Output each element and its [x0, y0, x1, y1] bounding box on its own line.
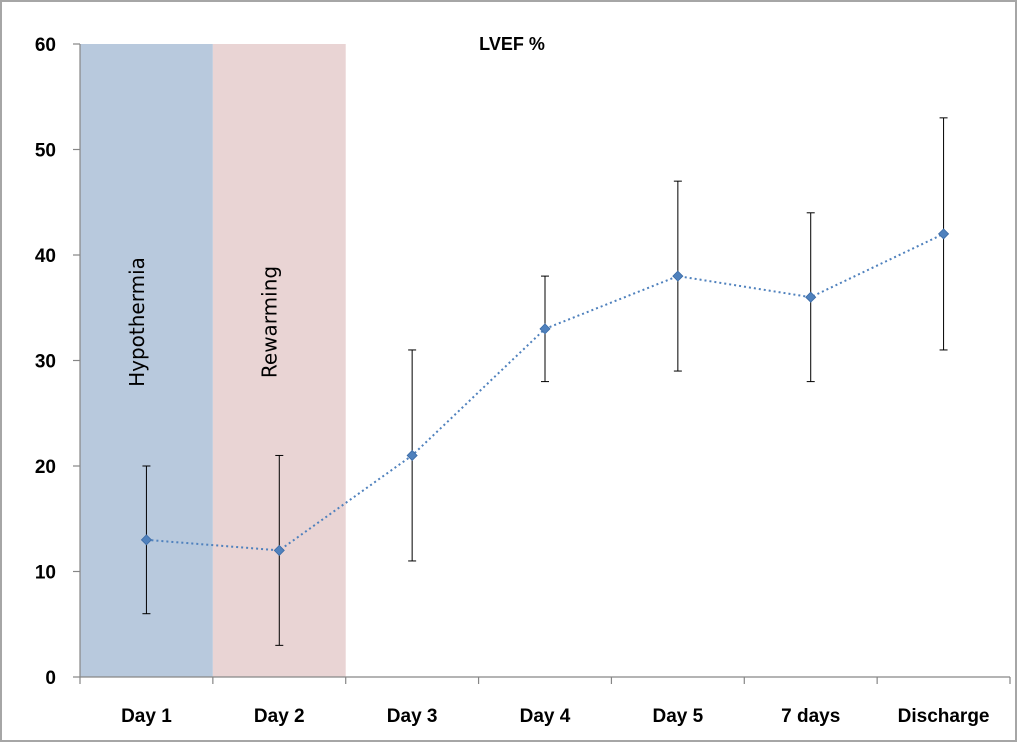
- axes: 0 10 20 30 40 50 60 Day 1 Day 2 Day 3 Day 4 Day 5 7 …: [35, 35, 1011, 727]
- y-tick-label: 10: [35, 563, 56, 584]
- data-point: [406, 449, 418, 462]
- y-tick-label: 20: [35, 457, 56, 478]
- x-tick-label: 7 days: [781, 706, 840, 727]
- x-tick-label: Day 4: [520, 706, 571, 727]
- data-point: [805, 291, 817, 303]
- x-tick-label: Day 2: [254, 706, 305, 727]
- data-point: [273, 544, 285, 556]
- series-lvef: [140, 117, 950, 646]
- x-tick-label: Discharge: [898, 706, 990, 727]
- y-tick-label: 30: [35, 352, 56, 373]
- chart-title: LVEF %: [479, 34, 545, 54]
- band-label-hypothermia: Hypothermia: [125, 257, 149, 387]
- data-point: [672, 270, 684, 282]
- x-tick-label: Day 3: [387, 706, 438, 727]
- data-point: [938, 228, 950, 240]
- x-tick-label: Day 1: [121, 706, 172, 727]
- y-tick-label: 40: [35, 246, 56, 267]
- phase-bands: Hypothermia Rewarming: [80, 44, 346, 677]
- data-point: [140, 534, 152, 546]
- x-tick-label: Day 5: [653, 706, 704, 727]
- y-tick-label: 0: [45, 668, 56, 689]
- data-point: [539, 323, 551, 335]
- y-tick-label: 60: [35, 35, 56, 56]
- band-label-rewarming: Rewarming: [258, 266, 282, 378]
- y-tick-label: 50: [35, 141, 56, 162]
